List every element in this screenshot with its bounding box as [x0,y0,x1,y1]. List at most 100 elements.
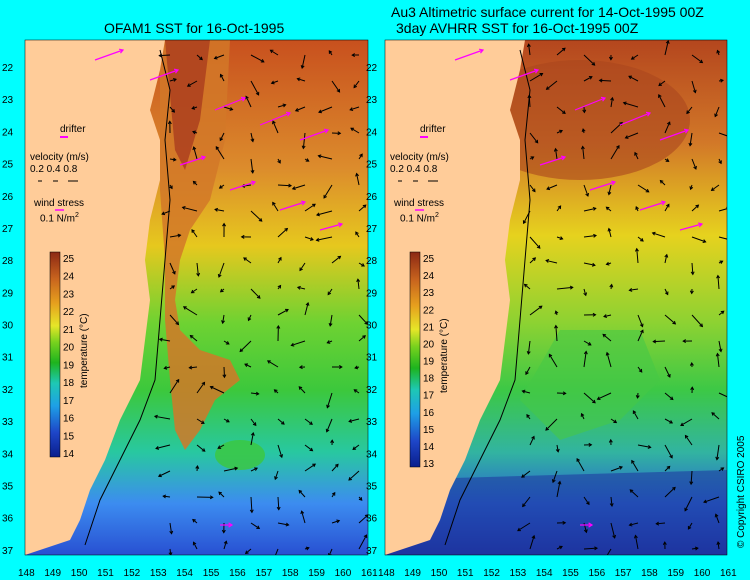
current-vector-head [662,541,667,545]
current-vector [634,535,639,550]
current-vector-head [569,285,574,290]
current-vector-head [258,218,263,222]
current-vector [583,54,595,66]
current-vector-head [669,396,674,401]
wind-stress-vector [454,49,484,61]
current-vector-head [219,137,224,142]
current-vector-head [628,75,633,80]
current-vector-head [610,96,615,101]
current-vector [685,435,693,446]
current-vector [637,329,644,342]
lon-tick-label: 161 [720,568,737,579]
current-vector-head [222,374,227,379]
current-vector [274,470,279,480]
current-vector-head [628,288,633,292]
lat-tick-label: 22 [366,63,378,74]
current-vector [746,315,749,329]
current-vector [297,286,306,290]
wind-stress-vector-head [240,96,247,102]
current-vector [196,262,199,276]
current-vector-head [192,541,197,546]
current-vector-head [719,260,724,264]
current-vector-head [581,128,586,133]
lon-tick-label: 154 [176,568,193,579]
current-vector-head [684,507,688,512]
current-vector [358,534,367,550]
current-vector-head [592,312,597,317]
current-vector-head [380,382,383,385]
current-vector-head [312,463,317,468]
current-vector-head [309,237,314,241]
current-vector [250,467,258,472]
current-vector-head [664,253,669,258]
current-vector-head [635,206,639,210]
current-vector-head [301,145,306,150]
current-vector-head [631,459,635,464]
current-vector-head [523,283,528,288]
current-vector-head [328,50,333,54]
current-vector-head [243,257,247,261]
current-vector-head [328,322,333,327]
current-vector-head [153,414,158,419]
current-vector-head [664,291,669,296]
current-vector [323,184,333,199]
lon-tick-label: 158 [641,568,658,579]
current-vector-head [605,261,610,266]
current-vector-head [260,59,265,63]
right-wind-stress-value: 0.1 N/m2 [400,212,439,225]
current-vector-head [745,229,748,232]
current-vector-head [191,105,196,110]
wind-stress-vector-head [323,128,330,134]
current-vector [546,80,558,90]
current-vector [277,444,283,458]
current-vector [711,412,720,420]
wind-stress-vector-head [250,180,257,186]
current-vector-head [285,522,290,527]
current-vector [218,262,225,278]
colorbar-tick-label: 24 [423,271,435,282]
current-vector [664,444,673,459]
current-vector [159,54,171,57]
current-vector-head [583,350,588,355]
current-vector [529,436,535,446]
current-vector-head [688,142,693,147]
current-vector-head [746,186,749,189]
current-vector-head [296,285,301,290]
current-vector [522,390,531,394]
current-vector-head [362,335,366,339]
current-vector [299,262,306,271]
current-vector-head [280,421,285,425]
current-vector-head [291,186,296,191]
current-vector [272,120,279,134]
current-vector-head [172,270,176,275]
current-vector [304,418,313,425]
current-vector [353,80,360,88]
current-vector-head [273,389,278,393]
right-wind-stress-label: wind stress [394,198,445,209]
wind-stress-vector-head [610,180,617,186]
current-vector-head [348,477,353,481]
current-vector [243,257,252,264]
current-vector [327,288,333,295]
current-vector [521,470,531,478]
current-vector [623,102,639,108]
current-vector [582,146,585,160]
current-vector [691,158,697,170]
lat-tick-label: 24 [2,127,14,138]
current-vector-head [225,341,230,345]
current-vector-head [531,188,536,193]
current-vector-head [155,446,160,450]
current-vector-head [254,467,258,471]
current-vector [603,314,612,318]
current-vector [718,310,725,316]
current-vector [529,305,543,316]
current-vector [522,496,531,507]
colorbar-tick-label: 17 [423,391,435,402]
current-vector-head [554,310,559,315]
current-vector [610,97,613,108]
current-vector [664,366,671,378]
current-vector [301,54,306,69]
current-vector [632,410,639,420]
current-vector [223,106,233,111]
current-vector-head [351,53,356,58]
